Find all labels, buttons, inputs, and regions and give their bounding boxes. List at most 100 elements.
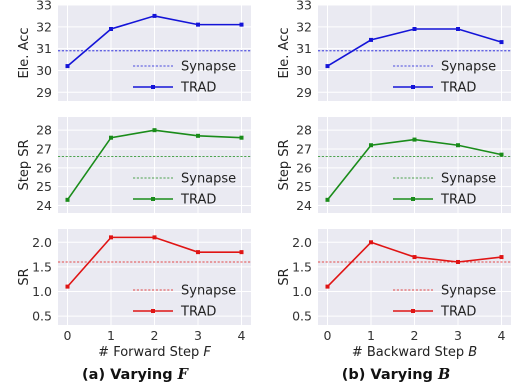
legend-trad-label: TRAD	[440, 193, 476, 208]
legend-trad-label: TRAD	[180, 193, 216, 208]
x-tick-label: 3	[194, 328, 202, 343]
y-tick-label: 25	[36, 179, 52, 194]
legend-synapse-label: Synapse	[441, 172, 496, 187]
x-tick-label: 2	[151, 328, 159, 343]
x-tick-label: 0	[324, 328, 332, 343]
trad-data-point	[239, 22, 244, 27]
trad-data-point	[196, 250, 200, 255]
x-axis-label: # Forward Step F	[98, 345, 211, 360]
y-tick-label: 0.5	[32, 309, 52, 324]
trad-data-point	[109, 235, 113, 240]
trad-data-point	[325, 197, 330, 202]
trad-data-point	[152, 13, 157, 18]
y-tick-label: 33	[296, 0, 312, 13]
x-tick-label: 4	[498, 328, 506, 343]
y-tick-label: 26	[296, 160, 312, 175]
y-tick-label: 2.0	[32, 235, 52, 250]
legend-trad-marker	[151, 309, 155, 313]
y-tick-label: 24	[296, 198, 312, 213]
y-tick-label: 26	[36, 160, 52, 175]
y-axis-label: Step SR	[17, 139, 32, 190]
legend-synapse-label: Synapse	[441, 60, 496, 75]
x-axis-label: # Backward Step B	[352, 345, 477, 360]
y-axis-label: Ele. Acc	[17, 27, 32, 78]
x-tick-label: 3	[454, 328, 462, 343]
x-tick-label: 0	[64, 328, 72, 343]
y-tick-label: 1.0	[292, 284, 312, 299]
y-tick-label: 1.5	[292, 259, 312, 274]
caption-b: (b) Varying B	[342, 366, 450, 383]
legend-synapse-label: Synapse	[181, 60, 236, 75]
legend-synapse-label: Synapse	[181, 284, 236, 299]
legend-trad-marker	[151, 197, 155, 201]
trad-data-point	[65, 64, 70, 69]
chart-panel-b-bottom: 0.5 1.0 1.5 2.0 0 1 2 3 4 Synapse TRAD SR # Backward…	[277, 229, 511, 360]
y-tick-label: 31	[36, 41, 52, 56]
trad-data-point	[369, 37, 373, 42]
x-tick-label: 1	[107, 328, 115, 343]
y-tick-label: 32	[36, 19, 52, 34]
legend-synapse-label: Synapse	[441, 284, 496, 299]
y-tick-label: 28	[296, 123, 312, 138]
trad-data-point	[412, 27, 417, 31]
trad-data-point	[325, 64, 330, 69]
trad-data-point	[109, 135, 113, 140]
trad-data-point	[456, 143, 460, 148]
y-tick-label: 27	[296, 142, 312, 157]
legend-trad-marker	[411, 309, 415, 313]
x-tick-label: 2	[411, 328, 419, 343]
y-tick-label: 24	[36, 198, 52, 213]
trad-data-point	[196, 133, 200, 138]
chart-panel-a-bottom: 0.5 1.0 1.5 2.0 0 1 2 3 4 Synapse TRAD SR # Forward …	[17, 229, 251, 360]
x-tick-label: 1	[367, 328, 375, 343]
chart-panel-a-mid: 24 25 26 27 28 Synapse TRAD Step SR	[17, 117, 251, 213]
trad-data-point	[369, 143, 373, 148]
y-axis-label: SR	[17, 268, 32, 285]
y-tick-label: 29	[36, 85, 52, 100]
legend-trad-label: TRAD	[440, 305, 476, 320]
trad-data-point	[499, 255, 504, 260]
trad-data-point	[196, 22, 200, 27]
y-tick-label: 30	[296, 63, 312, 78]
y-tick-label: 25	[296, 179, 312, 194]
y-axis-label: SR	[277, 268, 292, 285]
chart-panel-a-top: 29 30 31 32 33 Synapse TRAD Ele. Acc	[17, 0, 251, 101]
trad-data-point	[152, 128, 157, 133]
trad-data-point	[325, 284, 330, 289]
legend-trad-label: TRAD	[180, 81, 216, 96]
trad-data-point	[499, 40, 504, 45]
trad-data-point	[412, 255, 417, 260]
trad-data-point	[65, 284, 70, 289]
trad-data-point	[456, 259, 460, 264]
y-axis-label: Ele. Acc	[277, 27, 292, 78]
trad-data-point	[499, 152, 504, 157]
y-tick-label: 29	[296, 85, 312, 100]
y-axis-label: Step SR	[277, 139, 292, 190]
y-tick-label: 27	[36, 142, 52, 157]
y-tick-label: 1.5	[32, 259, 52, 274]
trad-data-point	[152, 235, 157, 240]
y-tick-label: 1.0	[32, 284, 52, 299]
legend-trad-marker	[411, 197, 415, 201]
legend-trad-marker	[151, 85, 155, 89]
trad-data-point	[412, 137, 417, 142]
legend-synapse-label: Synapse	[181, 172, 236, 187]
x-tick-label: 4	[238, 328, 246, 343]
legend-trad-label: TRAD	[180, 305, 216, 320]
trad-data-point	[65, 197, 70, 202]
y-tick-label: 28	[36, 123, 52, 138]
trad-data-point	[109, 27, 113, 31]
chart-panel-b-top: 29 30 31 32 33 Synapse TRAD Ele. Acc	[277, 0, 511, 101]
trad-data-point	[456, 27, 460, 31]
legend-trad-marker	[411, 85, 415, 89]
trad-data-point	[369, 240, 373, 245]
y-tick-label: 32	[296, 19, 312, 34]
legend-trad-label: TRAD	[440, 81, 476, 96]
caption-a: (a) Varying F	[82, 366, 190, 383]
chart-panel-b-mid: 24 25 26 27 28 Synapse TRAD Step SR	[277, 117, 511, 213]
y-tick-label: 2.0	[292, 235, 312, 250]
y-tick-label: 0.5	[292, 309, 312, 324]
y-tick-label: 30	[36, 63, 52, 78]
